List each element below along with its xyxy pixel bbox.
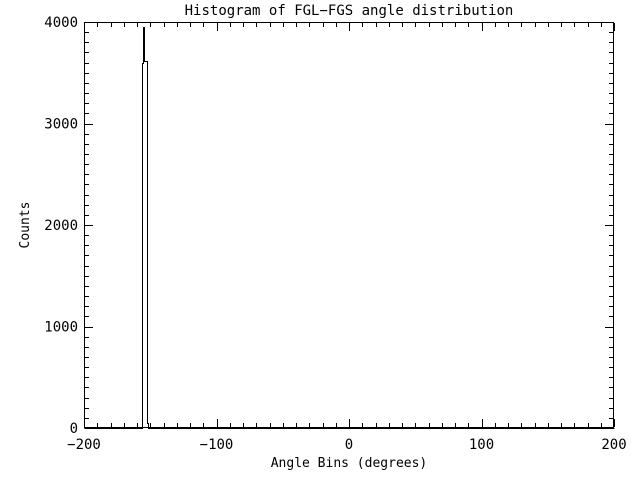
x-tick-label: 100 <box>469 437 494 453</box>
y-tick-label: 4000 <box>44 15 78 31</box>
x-tick-label: 0 <box>345 437 353 453</box>
y-tick-label: 1000 <box>44 320 78 336</box>
histogram-outline <box>84 27 615 429</box>
x-tick-label: 200 <box>601 437 626 453</box>
axis-ticks <box>84 22 615 429</box>
histogram-series <box>84 27 615 429</box>
plot-box <box>84 22 614 428</box>
y-axis-label: Counts <box>18 202 33 249</box>
plot-title: Histogram of FGL−FGS angle distribution <box>185 3 514 19</box>
y-tick-label: 0 <box>70 421 78 437</box>
axis-frame <box>84 22 614 428</box>
y-tick-label: 3000 <box>44 117 78 133</box>
x-tick-label: −200 <box>67 437 101 453</box>
x-tick-label: −100 <box>200 437 234 453</box>
y-tick-label: 2000 <box>44 218 78 234</box>
x-axis-label: Angle Bins (degrees) <box>271 456 428 471</box>
